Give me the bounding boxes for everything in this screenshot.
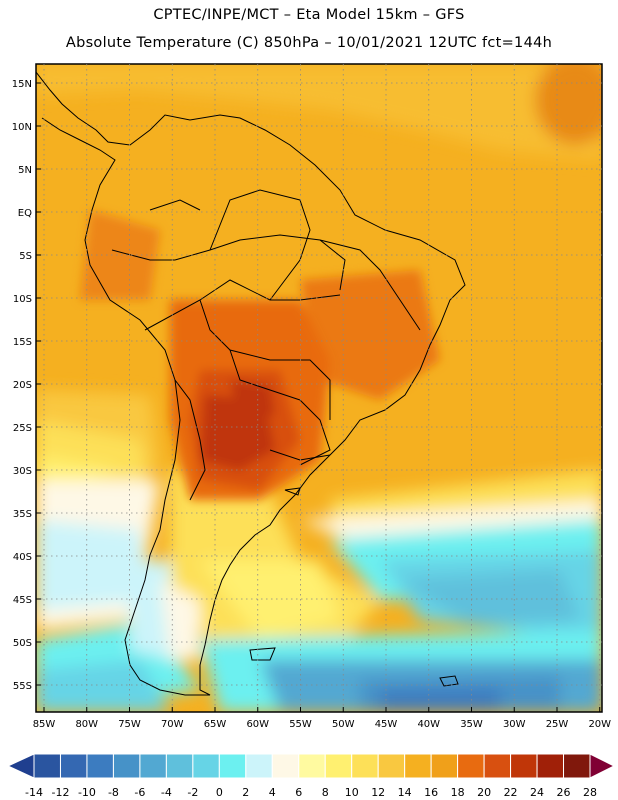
colorbar-swatch [377,753,406,779]
lon-label: 50W [332,719,355,730]
colorbar-label: 2 [242,786,249,799]
map-title-line2: Absolute Temperature (C) 850hPa – 10/01/… [65,35,553,51]
colorbar-swatch [563,753,591,779]
colorbar-label: -10 [78,786,96,799]
lon-label: 85W [33,719,56,730]
lat-label: 20S [13,380,32,391]
colorbar-swatch [112,753,141,779]
colorbar-label: -12 [51,786,69,799]
lat-label: 15N [12,79,32,90]
lon-label: 65W [204,719,227,730]
colorbar-swatch [483,753,512,779]
lon-label: 35W [460,719,483,730]
colorbar-swatch [33,753,61,779]
coastlines [36,71,466,696]
temperature-map: 15N 10N 5N EQ 5S 10S 15S 20S 25S 30S 35S 40S 45S 50S 5… [12,63,611,730]
lon-label: 75W [118,719,141,730]
colorbar-label: 10 [345,786,359,799]
lon-label: 60W [246,719,269,730]
lon-label: 70W [161,719,184,730]
colorbar-swatch [218,753,247,779]
colorbar-label: 4 [269,786,276,799]
colorbar-label: -6 [134,786,145,799]
lat-label: 55S [13,681,32,692]
lat-label: 10S [13,294,32,305]
lat-label: 5S [19,251,32,262]
colorbar-swatch [192,753,220,779]
colorbar-label: 26 [557,786,571,799]
temperature-field [36,64,602,712]
map-title-line1: CPTEC/INPE/MCT – Eta Model 15km – GFS [153,7,465,23]
colorbar-label: 20 [477,786,491,799]
lon-label: 30W [503,719,526,730]
colorbar-label: -14 [25,786,43,799]
latitude-labels: 15N 10N 5N EQ 5S 10S 15S 20S 25S 30S 35S 40S 45S 50S 5… [12,79,41,692]
lon-label: 80W [75,719,98,730]
colorbar-label: 22 [504,786,518,799]
colorbar-label: 6 [295,786,302,799]
lat-label: 30S [13,466,32,477]
colorbar-label: 28 [583,786,597,799]
colorbar-swatch [245,753,273,779]
colorbar-swatch [404,753,432,779]
lat-label: EQ [18,208,32,219]
colorbar-low-triangle [6,753,35,779]
lon-label: 25W [546,719,569,730]
colorbar-label: 16 [424,786,438,799]
map-frame [35,63,603,713]
colorbar-swatch [457,753,485,779]
colorbar-swatch [86,753,114,779]
colorbar-label: 24 [530,786,544,799]
longitude-labels: 85W 80W 75W 70W 65W 60W 55W 50W 45W 40W 35W 30W 25W 2… [33,707,611,730]
colorbar-label: 18 [451,786,465,799]
colorbar-swatch [324,753,353,779]
lat-label: 5N [18,165,32,176]
colorbar-swatch [271,753,300,779]
colorbar-label: 12 [371,786,385,799]
colorbar-label: -2 [187,786,198,799]
colorbar-label: 14 [398,786,412,799]
lat-label: 25S [13,423,32,434]
lon-label: 20W [588,719,611,730]
colorbar-label: -8 [108,786,119,799]
colorbar-high-triangle [589,753,616,779]
lat-label: 50S [13,638,32,649]
colorbar-label: 8 [322,786,329,799]
colorbar-label: 0 [216,786,223,799]
colorbar-swatch [536,753,565,779]
lat-label: 10N [12,122,32,133]
colorbar-swatch [298,753,326,779]
lat-label: 15S [13,337,32,348]
lat-label: 45S [13,595,32,606]
lat-label: 35S [13,509,32,520]
colorbar-label: -4 [161,786,172,799]
colorbar: -14 -12 -10 -8 -6 -4 -2 0 2 4 6 8 10 12 14 16 18 20 22 24 26… [6,753,616,799]
colorbar-swatch [510,753,538,779]
colorbar-swatch [430,753,459,779]
lon-label: 40W [417,719,440,730]
colorbar-swatch [351,753,379,779]
colorbar-swatch [139,753,167,779]
colorbar-swatch [165,753,194,779]
lon-label: 45W [375,719,398,730]
graticule [36,64,602,712]
lat-label: 40S [13,552,32,563]
lon-label: 55W [289,719,312,730]
colorbar-swatch [59,753,88,779]
